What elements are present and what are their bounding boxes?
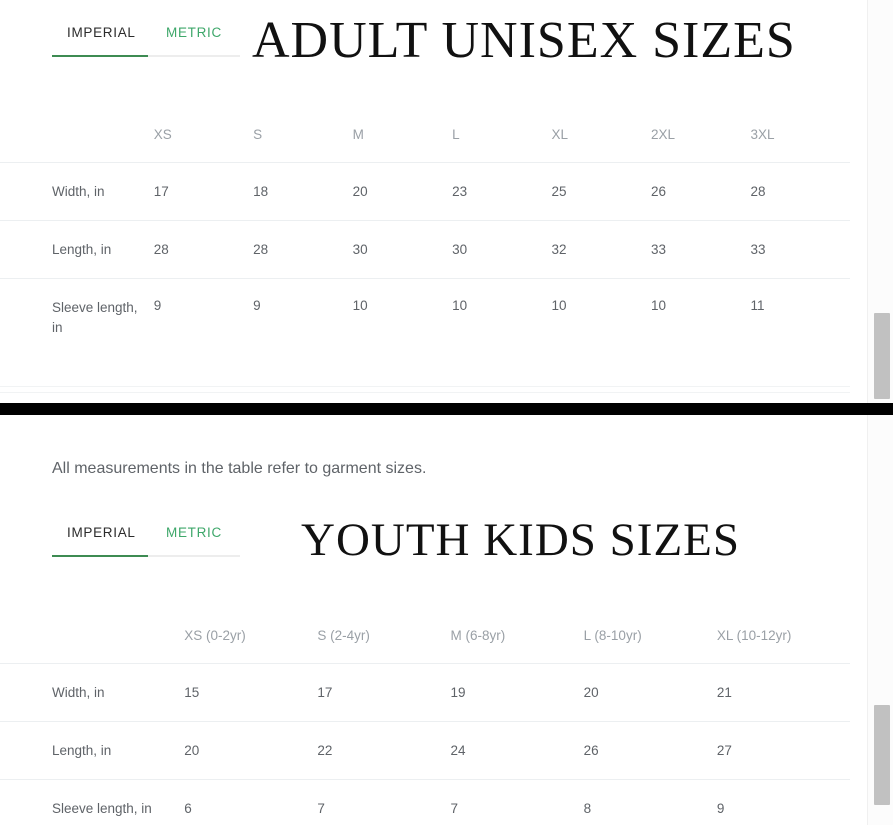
youth-width-l: 20 xyxy=(583,663,717,722)
youth-header-l: L (8-10yr) xyxy=(583,603,717,664)
adult-header-l: L xyxy=(452,102,552,163)
adult-table-body: Width, in 17 18 20 23 25 26 28 Length, i… xyxy=(0,162,850,356)
adult-header-xl: XL xyxy=(551,102,651,163)
youth-header-row: XS (0-2yr) S (2-4yr) M (6-8yr) L (8-10yr… xyxy=(0,603,850,664)
youth-width-xl: 21 xyxy=(716,663,850,722)
youth-sleeve-m: 7 xyxy=(450,801,459,816)
youth-row-label-sleeve-text: Sleeve length, in xyxy=(52,800,152,816)
adult-length-m: 30 xyxy=(352,220,453,279)
adult-sleeve-2xl: 10 xyxy=(650,298,667,313)
youth-table-body: Width, in 15 17 19 20 21 Length, in 20 2… xyxy=(0,663,850,825)
youth-row-label-width-text: Width, in xyxy=(52,684,105,700)
adult-row-label-length: Length, in xyxy=(0,220,154,279)
youth-panel-scrollbar[interactable] xyxy=(867,415,893,825)
youth-length-xl: 27 xyxy=(716,721,850,780)
youth-header-xs: XS (0-2yr) xyxy=(184,603,318,664)
youth-sizes-panel: All measurements in the table refer to g… xyxy=(0,415,893,825)
table-row: Sleeve length, in 6 7 7 8 9 xyxy=(0,780,850,825)
adult-sleeve-m: 10 xyxy=(352,298,368,313)
youth-sleeve-xs: 6 xyxy=(184,801,192,816)
adult-header-3xl: 3XL xyxy=(750,102,850,163)
adult-tab-active-indicator xyxy=(52,55,148,57)
adult-width-2xl: 26 xyxy=(650,162,751,221)
adult-width-l: 23 xyxy=(452,162,552,221)
youth-sleeve-xl: 9 xyxy=(716,801,725,816)
youth-length-m: 24 xyxy=(450,721,584,780)
adult-sleeve-l: 10 xyxy=(452,298,468,313)
youth-header-xl: XL (10-12yr) xyxy=(716,603,850,664)
adult-table-header: XS S M L XL 2XL 3XL xyxy=(0,102,850,163)
table-row: Sleeve length, in 9 9 10 10 10 10 11 xyxy=(0,279,850,356)
adult-sizes-panel: · IMPERIAL METRIC ADULT UNISEX SIZES XS xyxy=(0,0,893,404)
youth-sizes-title: YOUTH KIDS SIZES xyxy=(301,514,740,566)
adult-header-s: S xyxy=(253,102,353,163)
adult-header-2xl: 2XL xyxy=(650,102,751,163)
adult-header-xs: XS xyxy=(153,102,254,163)
youth-row-label-width: Width, in xyxy=(0,663,185,722)
adult-row-label-length-text: Length, in xyxy=(52,241,112,257)
tab-adult-imperial[interactable]: IMPERIAL xyxy=(67,25,136,40)
adult-width-s: 18 xyxy=(253,162,353,221)
adult-length-s: 28 xyxy=(253,220,353,279)
youth-tab-active-indicator xyxy=(52,555,148,557)
tab-youth-metric[interactable]: METRIC xyxy=(166,525,222,540)
youth-table-header: XS (0-2yr) S (2-4yr) M (6-8yr) L (8-10yr… xyxy=(0,603,850,664)
youth-length-l: 26 xyxy=(583,721,717,780)
adult-width-m: 20 xyxy=(352,162,453,221)
table-row: Length, in 20 22 24 26 27 xyxy=(0,721,850,780)
adult-panel-bottom-rule-1 xyxy=(0,386,850,387)
youth-sleeve-l: 8 xyxy=(583,801,592,816)
adult-panel-bottom-rule-2 xyxy=(0,392,850,393)
adult-width-3xl: 28 xyxy=(750,162,850,221)
adult-row-label-width-text: Width, in xyxy=(52,183,105,199)
table-row: Width, in 17 18 20 23 25 26 28 xyxy=(0,162,850,221)
youth-row-label-length: Length, in xyxy=(0,721,185,780)
youth-header-m: M (6-8yr) xyxy=(450,603,584,664)
panel-separator-band xyxy=(0,403,893,415)
adult-width-xl: 25 xyxy=(551,162,651,221)
adult-scrollbar-thumb[interactable] xyxy=(874,313,890,399)
adult-row-label-width: Width, in xyxy=(0,162,154,221)
adult-sleeve-3xl: 11 xyxy=(750,298,765,313)
table-row: Length, in 28 28 30 30 32 33 33 xyxy=(0,220,850,279)
adult-length-xs: 28 xyxy=(153,220,254,279)
youth-width-m: 19 xyxy=(450,663,584,722)
adult-sizes-table: XS S M L XL 2XL 3XL Width, in 17 xyxy=(0,102,850,355)
youth-header-blank xyxy=(0,603,185,664)
youth-row-label-length-text: Length, in xyxy=(52,742,112,758)
youth-width-xs: 15 xyxy=(184,663,318,722)
adult-header-m: M xyxy=(352,102,453,163)
youth-width-s: 17 xyxy=(317,663,451,722)
measurement-note: All measurements in the table refer to g… xyxy=(52,460,427,477)
tab-youth-imperial[interactable]: IMPERIAL xyxy=(67,525,136,540)
adult-sleeve-xl: 10 xyxy=(551,298,567,313)
adult-row-label-sleeve-text: Sleeve length, in xyxy=(52,300,138,335)
adult-length-l: 30 xyxy=(452,220,552,279)
adult-sleeve-s: 9 xyxy=(253,298,261,313)
adult-length-2xl: 33 xyxy=(650,220,751,279)
adult-header-blank xyxy=(0,102,154,163)
youth-header-s: S (2-4yr) xyxy=(317,603,451,664)
adult-unit-tabs: IMPERIAL METRIC xyxy=(52,25,240,67)
adult-header-row: XS S M L XL 2XL 3XL xyxy=(0,102,850,163)
adult-width-xs: 17 xyxy=(153,162,254,221)
youth-length-s: 22 xyxy=(317,721,451,780)
table-row: Width, in 15 17 19 20 21 xyxy=(0,663,850,722)
adult-sizes-title: ADULT UNISEX SIZES xyxy=(252,12,796,69)
youth-length-xs: 20 xyxy=(184,721,318,780)
adult-length-xl: 32 xyxy=(551,220,651,279)
youth-row-label-sleeve: Sleeve length, in xyxy=(0,780,184,825)
adult-sleeve-xs: 9 xyxy=(153,298,162,313)
youth-scrollbar-thumb[interactable] xyxy=(874,705,890,805)
youth-sleeve-s: 7 xyxy=(317,801,325,816)
youth-sizes-table: XS (0-2yr) S (2-4yr) M (6-8yr) L (8-10yr… xyxy=(0,603,850,825)
adult-panel-scrollbar[interactable] xyxy=(867,0,893,403)
tab-adult-metric[interactable]: METRIC xyxy=(166,25,222,40)
adult-length-3xl: 33 xyxy=(750,220,850,279)
youth-unit-tabs: IMPERIAL METRIC xyxy=(52,525,240,567)
adult-row-label-sleeve: Sleeve length, in xyxy=(0,279,154,356)
